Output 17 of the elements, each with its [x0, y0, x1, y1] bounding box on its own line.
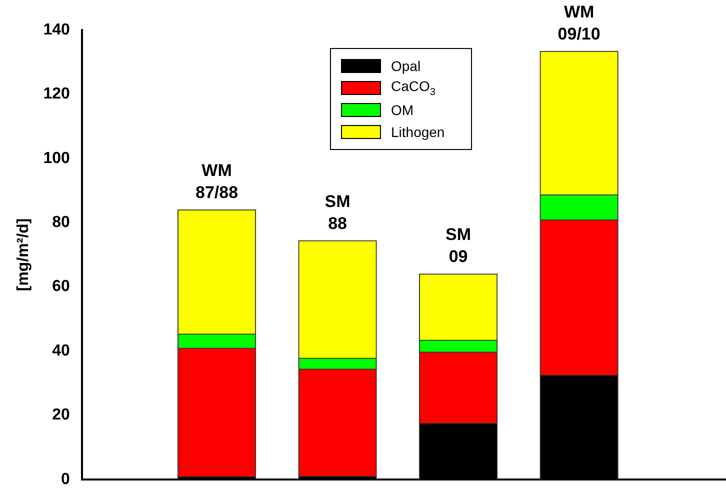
y-tick-label: 20 — [52, 406, 70, 424]
legend-label: Opal — [391, 58, 421, 74]
x-tick-label: SM 09 — [446, 225, 472, 266]
y-tick-label: 140 — [43, 21, 70, 38]
x-tick-label: WM 87/88 — [195, 160, 238, 202]
y-tick-label: 120 — [43, 86, 70, 103]
x-tick-label: SM 88 — [324, 192, 350, 233]
legend-label: OM — [391, 102, 414, 118]
x-tick-label: WM 09/10 — [558, 2, 600, 44]
y-tick-label: 0 — [60, 470, 70, 488]
y-tick-label: 40 — [52, 342, 70, 360]
y-tick-label: 80 — [52, 214, 70, 232]
y-axis-title: [mg/m²/d] — [15, 218, 32, 292]
legend-label: Lithogen — [391, 124, 445, 140]
y-tick-label: 100 — [43, 150, 70, 167]
y-tick-label: 60 — [52, 278, 70, 296]
legend-label: CaCO$_{3}$ — [391, 78, 436, 98]
